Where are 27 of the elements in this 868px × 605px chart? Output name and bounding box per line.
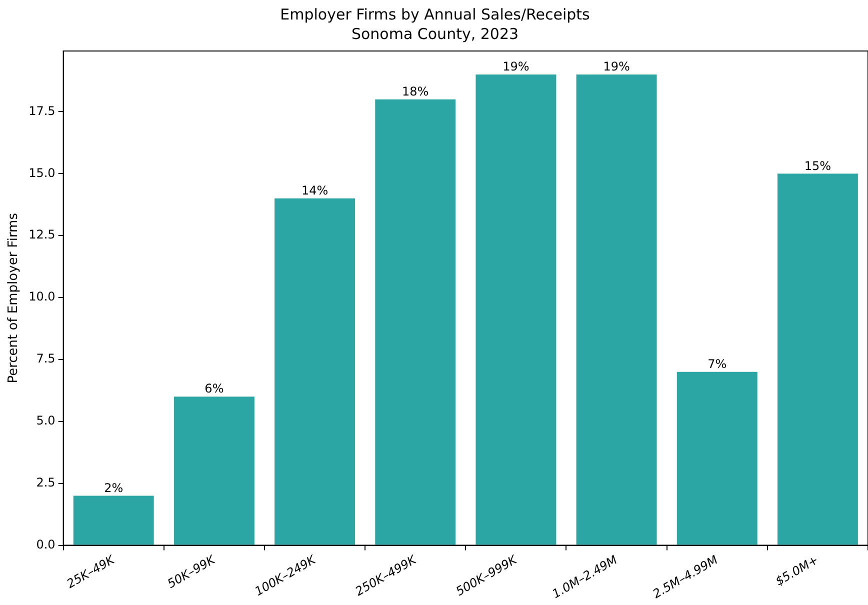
bar bbox=[777, 174, 858, 545]
y-tick-label: 17.5 bbox=[28, 104, 56, 118]
data-label: 19% bbox=[502, 60, 530, 74]
y-tick-label: 7.5 bbox=[36, 352, 56, 366]
data-label: 7% bbox=[708, 356, 727, 371]
y-axis-title: Percent of Employer Firms bbox=[6, 212, 22, 384]
y-tick-label: 15.0 bbox=[28, 166, 56, 180]
data-label: 18% bbox=[402, 84, 429, 98]
y-tick-label: 5.0 bbox=[36, 414, 56, 428]
y-tick-label: 2.5 bbox=[36, 475, 56, 490]
bar bbox=[73, 496, 154, 545]
data-label: 6% bbox=[204, 382, 224, 396]
y-tick-label: 10.0 bbox=[28, 290, 56, 304]
data-label: 14% bbox=[301, 184, 328, 198]
bar bbox=[274, 198, 356, 545]
y-tick-label: 0.0 bbox=[36, 537, 56, 552]
y-tick-label: 12.5 bbox=[28, 228, 56, 242]
chart-title: Employer Firms by Annual Sales/Receipts bbox=[280, 6, 590, 24]
bar bbox=[576, 74, 657, 545]
chart-subtitle: Sonoma County, 2023 bbox=[351, 25, 519, 44]
data-label: 2% bbox=[104, 480, 124, 495]
data-label: 19% bbox=[603, 60, 630, 74]
bar bbox=[375, 99, 456, 545]
bar bbox=[676, 372, 758, 545]
bar bbox=[476, 74, 556, 545]
bar bbox=[174, 396, 254, 545]
data-label: 15% bbox=[804, 158, 832, 173]
